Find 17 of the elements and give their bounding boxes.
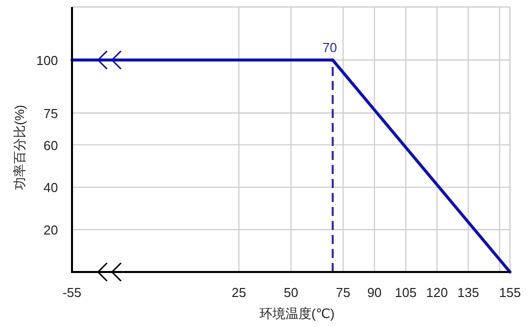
- y-axis-title: 功率百分比(%): [12, 104, 27, 190]
- x-tick-label: 105: [394, 285, 417, 300]
- x-tick-label: -55: [62, 285, 82, 300]
- x-tick-label: 25: [232, 285, 246, 300]
- y-tick-label: 20: [44, 222, 58, 238]
- y-tick-label: 40: [44, 180, 58, 196]
- x-tick-label: 155: [499, 285, 521, 300]
- x-tick-label: 120: [426, 285, 448, 300]
- y-tick-label: 60: [44, 138, 58, 153]
- ref-line-label: 70: [322, 40, 337, 55]
- x-tick-label: 75: [336, 285, 350, 300]
- x-tick-label: 135: [457, 285, 480, 300]
- y-tick-label: 75: [44, 106, 58, 121]
- x-axis-title: 环境温度(℃): [259, 306, 335, 321]
- x-tick-label: 90: [367, 285, 382, 300]
- x-tick-label: 50: [284, 285, 298, 300]
- y-tick-label: 100: [36, 53, 58, 68]
